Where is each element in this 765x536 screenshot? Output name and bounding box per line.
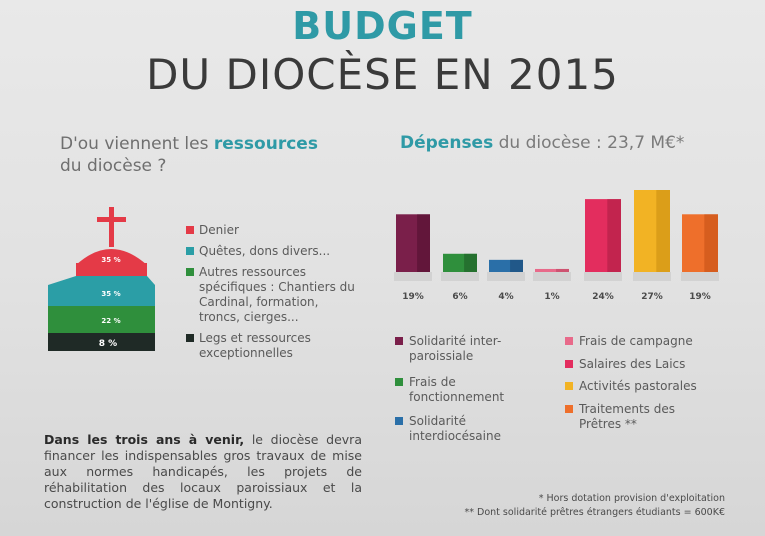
- legend-label-legs: Legs et ressources exceptionnelles: [199, 331, 311, 360]
- expenses-legend-swatch-5: [565, 382, 573, 390]
- expenses-legend: Solidarité inter-paroissiale Frais de fon…: [395, 334, 755, 454]
- bar-shade-0: [417, 214, 430, 272]
- expenses-legend-swatch-1: [395, 378, 403, 386]
- bar-value-label-1: 6%: [452, 292, 467, 302]
- bar-base-0: [394, 272, 432, 281]
- expenses-heading-bold: Dépenses: [400, 133, 494, 153]
- bar-shade-6: [704, 214, 718, 272]
- legend-item-autres: Autres ressources spécifiques : Chantier…: [186, 265, 356, 325]
- expenses-legend-label-4: Salaires des Laics: [579, 357, 686, 371]
- expenses-legend-label-2: Solidarité interdiocésaine: [409, 414, 501, 443]
- bar-shade-3: [556, 268, 569, 272]
- expenses-legend-item-3: Frais de campagne: [565, 334, 749, 349]
- legend-item-quetes: Quêtes, dons divers...: [186, 244, 356, 259]
- bar-value-label-5: 27%: [641, 292, 663, 302]
- expenses-legend-swatch-4: [565, 360, 573, 368]
- expenses-legend-item-2: Solidarité interdiocésaine: [395, 414, 519, 444]
- expenses-legend-item-4: Salaires des Laics: [565, 357, 749, 372]
- bar-value-label-0: 19%: [402, 292, 424, 302]
- footnotes: * Hors dotation provision d'exploitation…: [465, 492, 726, 520]
- bar-shade-1: [464, 253, 477, 272]
- resources-heading: D'ou viennent les ressources du diocèse …: [60, 133, 360, 177]
- church-resources-chart: 35 % 35 % 22 % 8 %: [48, 207, 155, 351]
- expenses-legend-item-6: Traitements des Prêtres **: [565, 402, 709, 432]
- legend-swatch-quetes: [186, 247, 194, 255]
- title-diocese-year: DU DIOCÈSE EN 2015: [146, 50, 619, 99]
- church-cross-vertical: [109, 207, 114, 247]
- segment-quetes-value: 35 %: [101, 290, 120, 298]
- legend-swatch-autres: [186, 268, 194, 276]
- segment-autres: [48, 306, 155, 333]
- future-projects-body: le diocèse devra financer les indispensa…: [44, 432, 362, 511]
- segment-legs-value: 8 %: [99, 339, 117, 349]
- expenses-heading-rest: du diocèse : 23,7 M€*: [498, 133, 685, 153]
- bar-3: [535, 268, 569, 272]
- future-projects-text: Dans les trois ans à venir, le diocèse d…: [44, 432, 362, 512]
- legend-item-denier: Denier: [186, 223, 356, 238]
- bar-value-label-4: 24%: [592, 292, 614, 302]
- segment-quetes: [48, 276, 155, 306]
- expenses-legend-label-0: Solidarité inter-paroissiale: [409, 334, 502, 363]
- church-cross-horizontal: [97, 217, 126, 222]
- legend-item-legs: Legs et ressources exceptionnelles: [186, 331, 356, 361]
- expenses-legend-label-6: Traitements des Prêtres **: [579, 402, 675, 431]
- expenses-legend-item-0: Solidarité inter-paroissiale: [395, 334, 519, 364]
- segment-autres-value: 22 %: [101, 317, 120, 325]
- expenses-legend-label-3: Frais de campagne: [579, 334, 693, 348]
- bar-value-label-3: 1%: [544, 292, 559, 302]
- legend-swatch-legs: [186, 334, 194, 342]
- resources-legend: Denier Quêtes, dons divers... Autres res…: [186, 223, 356, 367]
- legend-label-quetes: Quêtes, dons divers...: [199, 244, 331, 258]
- bar-base-1: [441, 272, 479, 281]
- expenses-heading: Dépenses du diocèse : 23,7 M€*: [400, 133, 750, 153]
- expenses-legend-swatch-6: [565, 405, 573, 413]
- legend-label-denier: Denier: [199, 223, 239, 237]
- legend-label-autres: Autres ressources spécifiques : Chantier…: [199, 265, 355, 324]
- footnote-1: * Hors dotation provision d'exploitation: [538, 493, 725, 504]
- bar-base-4: [584, 272, 622, 281]
- bar-shade-5: [656, 190, 670, 272]
- expenses-legend-swatch-0: [395, 337, 403, 345]
- future-projects-bold: Dans les trois ans à venir,: [44, 432, 245, 447]
- bar-base-6: [681, 272, 719, 281]
- expenses-legend-item-1: Frais de fonctionnement: [395, 375, 519, 405]
- segment-denier-wing: [76, 265, 147, 277]
- bar-shade-2: [510, 259, 523, 272]
- resources-heading-post: du diocèse ?: [60, 156, 167, 176]
- legend-swatch-denier: [186, 226, 194, 234]
- bar-value-label-2: 4%: [498, 292, 513, 302]
- bar-value-label-6: 19%: [689, 292, 711, 302]
- title-budget: BUDGET: [292, 4, 473, 48]
- resources-heading-bold: ressources: [213, 134, 318, 154]
- bar-shade-4: [607, 199, 621, 272]
- segment-legs: [48, 333, 155, 351]
- footnote-2: ** Dont solidarité prêtres étrangers étu…: [464, 507, 726, 518]
- resources-heading-pre: D'ou viennent les: [60, 134, 209, 154]
- segment-denier-value: 35 %: [101, 256, 120, 264]
- expenses-legend-item-5: Activités pastorales: [565, 379, 749, 394]
- expenses-bar-chart: 19% 6% 4% 1% 24% 27% 19%: [394, 190, 719, 302]
- bar-base-5: [633, 272, 671, 281]
- expenses-legend-swatch-2: [395, 417, 403, 425]
- expenses-legend-label-5: Activités pastorales: [579, 379, 697, 393]
- expenses-legend-swatch-3: [565, 337, 573, 345]
- bar-base-3: [533, 272, 571, 281]
- expenses-legend-label-1: Frais de fonctionnement: [409, 375, 505, 404]
- bar-base-2: [487, 272, 525, 281]
